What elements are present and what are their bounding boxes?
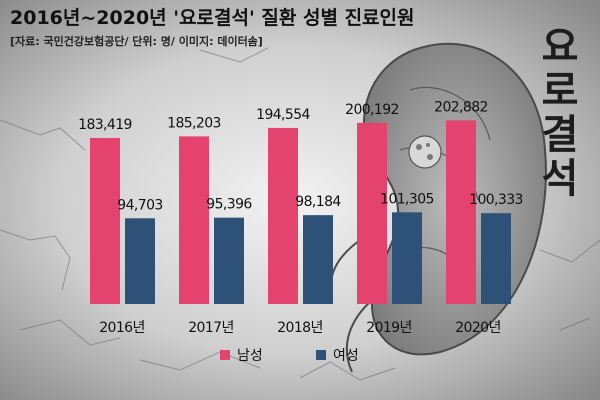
x-tick-label-1: 2017년 <box>188 320 234 336</box>
bar-male-0 <box>90 138 120 304</box>
legend-swatch-female <box>316 350 326 360</box>
bar-male-3 <box>357 122 387 305</box>
x-tick-label-3: 2019년 <box>366 320 412 336</box>
bar-male-2 <box>268 127 298 305</box>
value-labels-group: 183,419 94,703 185,203 95,396 194,554 98,184 2… <box>78 99 523 213</box>
chart-subtitle: [자료: 국민건강보험공단/ 단위: 명/ 이미지: 데이터솜] <box>10 34 263 48</box>
bar-male-1 <box>179 136 209 304</box>
bar-female-1 <box>214 217 244 304</box>
bars-group <box>90 120 511 305</box>
value-label-female-4: 100,333 <box>469 192 523 208</box>
legend-label-male: 남성 <box>237 348 263 364</box>
bar-female-4 <box>481 213 511 304</box>
legend: 남성 여성 <box>220 348 359 364</box>
bar-male-4 <box>446 120 476 305</box>
legend-swatch-male <box>220 350 230 360</box>
value-label-female-1: 95,396 <box>206 197 252 213</box>
background-cracks <box>0 47 600 381</box>
value-label-female-0: 94,703 <box>117 197 162 213</box>
x-axis-ticks: 2016년 2017년 2018년 2019년 2020년 <box>99 320 501 336</box>
chart-title: 2016년~2020년 '요로결석' 질환 성별 진료인원 <box>10 7 415 29</box>
value-label-male-1: 185,203 <box>167 115 221 131</box>
legend-label-female: 여성 <box>333 348 359 364</box>
x-tick-label-0: 2016년 <box>99 320 145 336</box>
value-label-male-2: 194,554 <box>256 107 310 123</box>
bar-female-0 <box>125 218 155 304</box>
value-label-male-4: 202,882 <box>434 99 488 115</box>
x-tick-label-2: 2018년 <box>277 320 323 336</box>
x-tick-label-4: 2020년 <box>455 320 501 336</box>
value-label-male-0: 183,419 <box>78 117 132 133</box>
bar-female-3 <box>392 212 422 304</box>
value-label-male-3: 200,192 <box>345 102 399 118</box>
bar-female-2 <box>303 215 333 304</box>
value-label-female-3: 101,305 <box>380 191 434 207</box>
value-label-female-2: 98,184 <box>295 194 341 210</box>
